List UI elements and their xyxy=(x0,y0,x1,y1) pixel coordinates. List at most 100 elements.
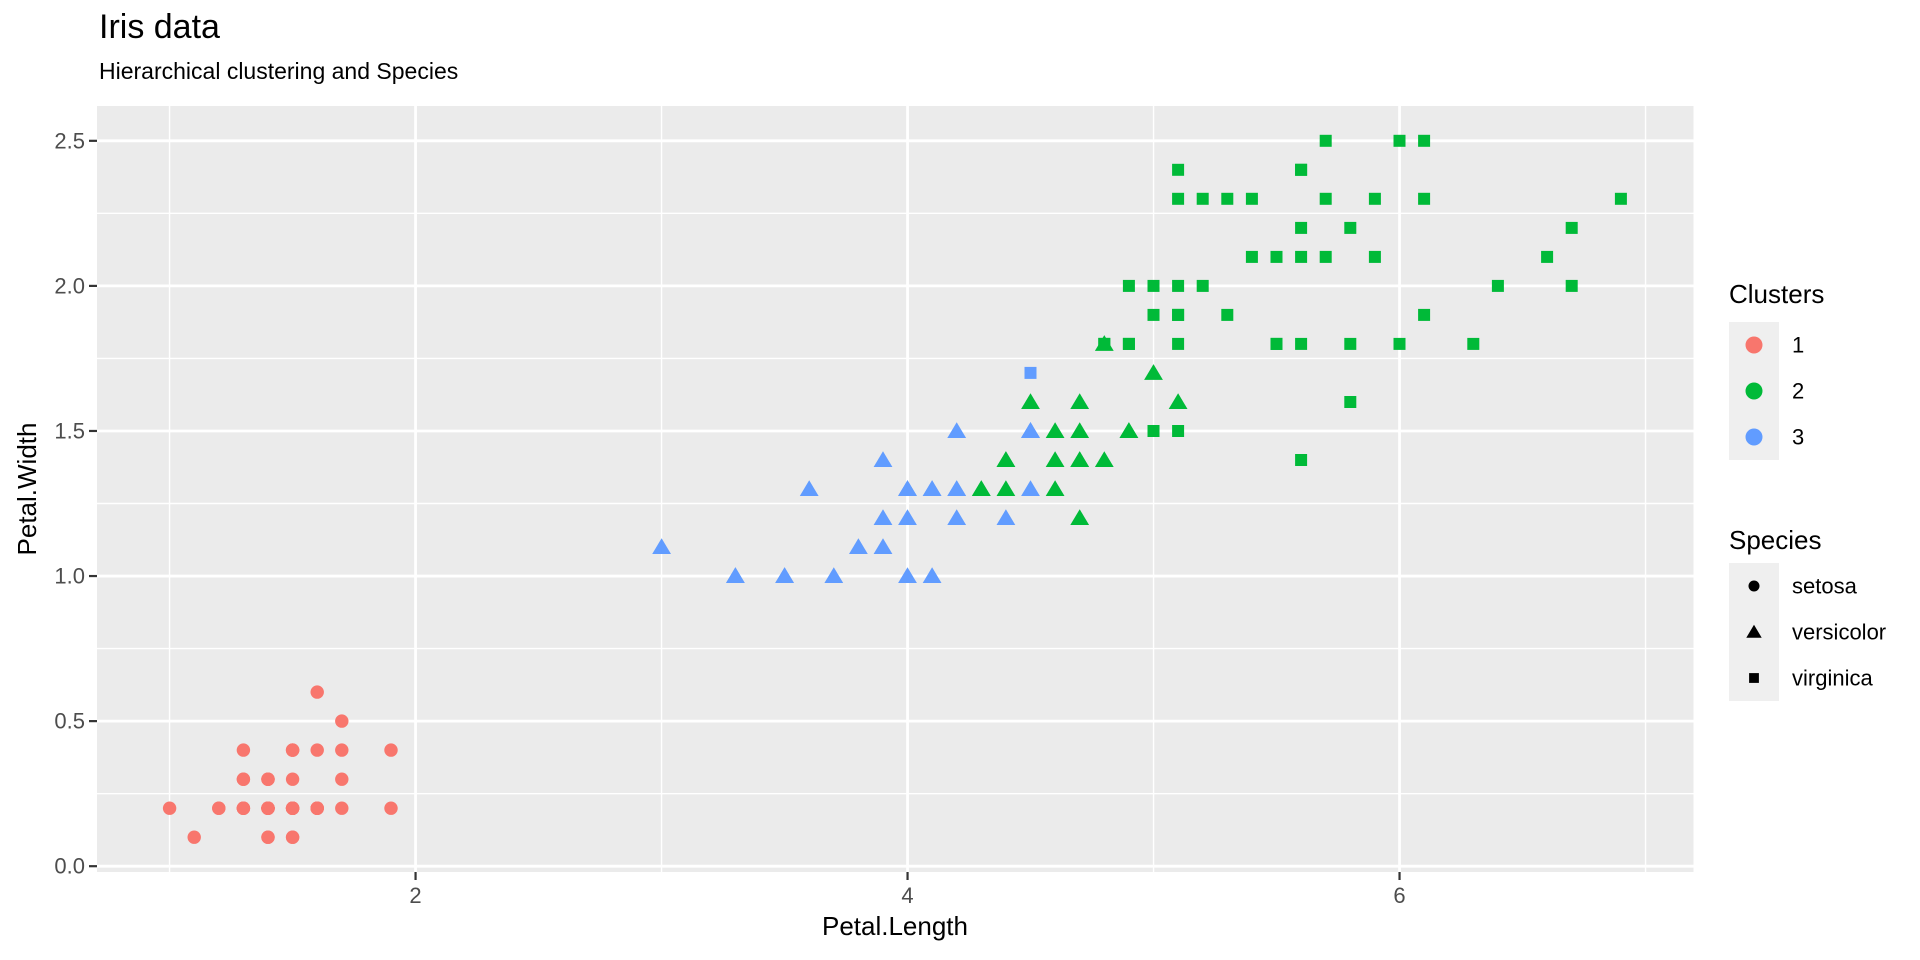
data-point-setosa xyxy=(285,743,300,757)
data-point-virginica xyxy=(1122,279,1135,292)
data-point-virginica xyxy=(1418,192,1431,205)
gridlines-major xyxy=(97,106,1694,872)
data-point-versicolor xyxy=(873,538,893,554)
data-point-virginica xyxy=(1614,192,1627,205)
legend-cluster-label: 2 xyxy=(1792,379,1804,404)
data-point-setosa xyxy=(285,772,300,786)
data-point-virginica xyxy=(1344,396,1357,408)
legend-species: Species setosa versicolor virginica xyxy=(1729,525,1886,701)
cluster-1-swatch xyxy=(1745,336,1763,354)
data-point-versicolor xyxy=(1045,422,1065,438)
data-point-versicolor xyxy=(652,538,671,554)
data-point-virginica xyxy=(1467,337,1480,350)
legend-clusters-title: Clusters xyxy=(1729,279,1824,309)
data-point-setosa xyxy=(335,772,349,786)
y-tick-label: 0.0 xyxy=(54,854,85,879)
data-point-virginica xyxy=(1344,337,1357,350)
data-point-setosa xyxy=(285,801,300,815)
species-setosa-glyph xyxy=(1748,580,1760,592)
legend-cluster-label: 3 xyxy=(1792,425,1804,450)
data-point-virginica xyxy=(1295,337,1308,350)
legend-species-label: versicolor xyxy=(1792,620,1886,645)
data-point-virginica xyxy=(1147,425,1160,437)
y-tick-label: 1.0 xyxy=(54,564,85,589)
data-point-setosa xyxy=(261,830,275,844)
data-point-versicolor xyxy=(1070,393,1090,409)
data-point-setosa xyxy=(335,743,349,757)
data-point-virginica xyxy=(1295,454,1308,466)
data-point-virginica xyxy=(1270,337,1283,350)
data-point-versicolor xyxy=(1045,451,1065,467)
data-point-virginica xyxy=(1319,134,1332,147)
data-point-setosa xyxy=(236,772,251,786)
data-point-versicolor xyxy=(1168,393,1188,409)
data-point-virginica xyxy=(1245,250,1258,263)
data-point-virginica xyxy=(1541,250,1554,263)
species-versicolor-glyph xyxy=(1746,624,1762,638)
data-point-versicolor xyxy=(971,480,991,496)
data-point-setosa xyxy=(261,801,275,815)
data-point-versicolor xyxy=(1070,509,1090,525)
data-point-virginica xyxy=(1196,279,1209,292)
data-point-virginica xyxy=(1295,250,1308,263)
data-point-setosa xyxy=(335,714,349,728)
data-point-versicolor xyxy=(873,451,893,467)
legend-species-label: virginica xyxy=(1792,666,1873,691)
data-point-versicolor xyxy=(1070,451,1090,467)
data-point-virginica xyxy=(1122,337,1135,350)
cluster-2-swatch xyxy=(1745,382,1763,400)
x-axis-tick-labels: 2 4 6 xyxy=(409,883,1405,908)
data-point-virginica xyxy=(1418,308,1431,321)
legend-species-entries: setosa versicolor virginica xyxy=(1729,563,1886,701)
data-point-setosa xyxy=(310,743,324,757)
data-point-setosa xyxy=(187,830,201,844)
plot-panel xyxy=(97,106,1694,872)
data-point-setosa xyxy=(261,772,275,786)
data-point-virginica xyxy=(1172,192,1185,205)
data-point-virginica xyxy=(1295,163,1308,176)
data-point-setosa xyxy=(236,801,251,815)
data-point-versicolor xyxy=(1119,422,1139,438)
data-point-setosa xyxy=(335,801,349,815)
data-point-virginica xyxy=(1196,192,1209,205)
data-point-virginica xyxy=(1172,308,1185,321)
data-point-versicolor xyxy=(775,567,794,583)
data-point-versicolor xyxy=(947,480,967,496)
data-point-versicolor xyxy=(1045,480,1065,496)
data-point-virginica xyxy=(1024,366,1037,379)
gridlines-minor xyxy=(97,106,1694,872)
y-tick-label: 2.0 xyxy=(54,273,85,298)
data-point-versicolor xyxy=(996,480,1016,496)
x-axis-title: Petal.Length xyxy=(822,911,968,941)
legend-cluster-label: 1 xyxy=(1792,333,1804,358)
data-point-virginica xyxy=(1295,221,1308,234)
data-point-virginica xyxy=(1344,221,1357,234)
data-point-versicolor xyxy=(1144,364,1163,380)
data-point-virginica xyxy=(1368,192,1381,205)
data-point-versicolor xyxy=(947,509,967,525)
x-tick-label: 4 xyxy=(901,883,913,908)
data-point-versicolor xyxy=(996,509,1016,525)
data-point-versicolor xyxy=(898,480,917,496)
data-point-versicolor xyxy=(873,509,893,525)
y-tick-label: 2.5 xyxy=(54,128,85,153)
plot-subtitle: Hierarchical clustering and Species xyxy=(99,58,458,84)
data-point-versicolor xyxy=(922,480,942,496)
data-point-virginica xyxy=(1172,337,1185,350)
data-point-virginica xyxy=(1319,250,1332,263)
data-point-versicolor xyxy=(1021,480,1040,496)
x-tick-label: 6 xyxy=(1393,883,1405,908)
data-point-virginica xyxy=(1172,163,1185,176)
data-point-versicolor xyxy=(824,567,844,583)
x-tick-label: 2 xyxy=(409,883,421,908)
data-point-virginica xyxy=(1221,308,1234,321)
data-point-virginica xyxy=(1393,337,1406,350)
data-point-virginica xyxy=(1368,250,1381,263)
data-point-virginica xyxy=(1221,192,1234,205)
data-point-versicolor xyxy=(1021,393,1040,409)
data-point-setosa xyxy=(236,743,251,757)
y-axis-title: Petal.Width xyxy=(12,423,42,556)
legend-clusters: Clusters 1 2 3 xyxy=(1729,279,1824,460)
data-point-versicolor xyxy=(947,422,967,438)
